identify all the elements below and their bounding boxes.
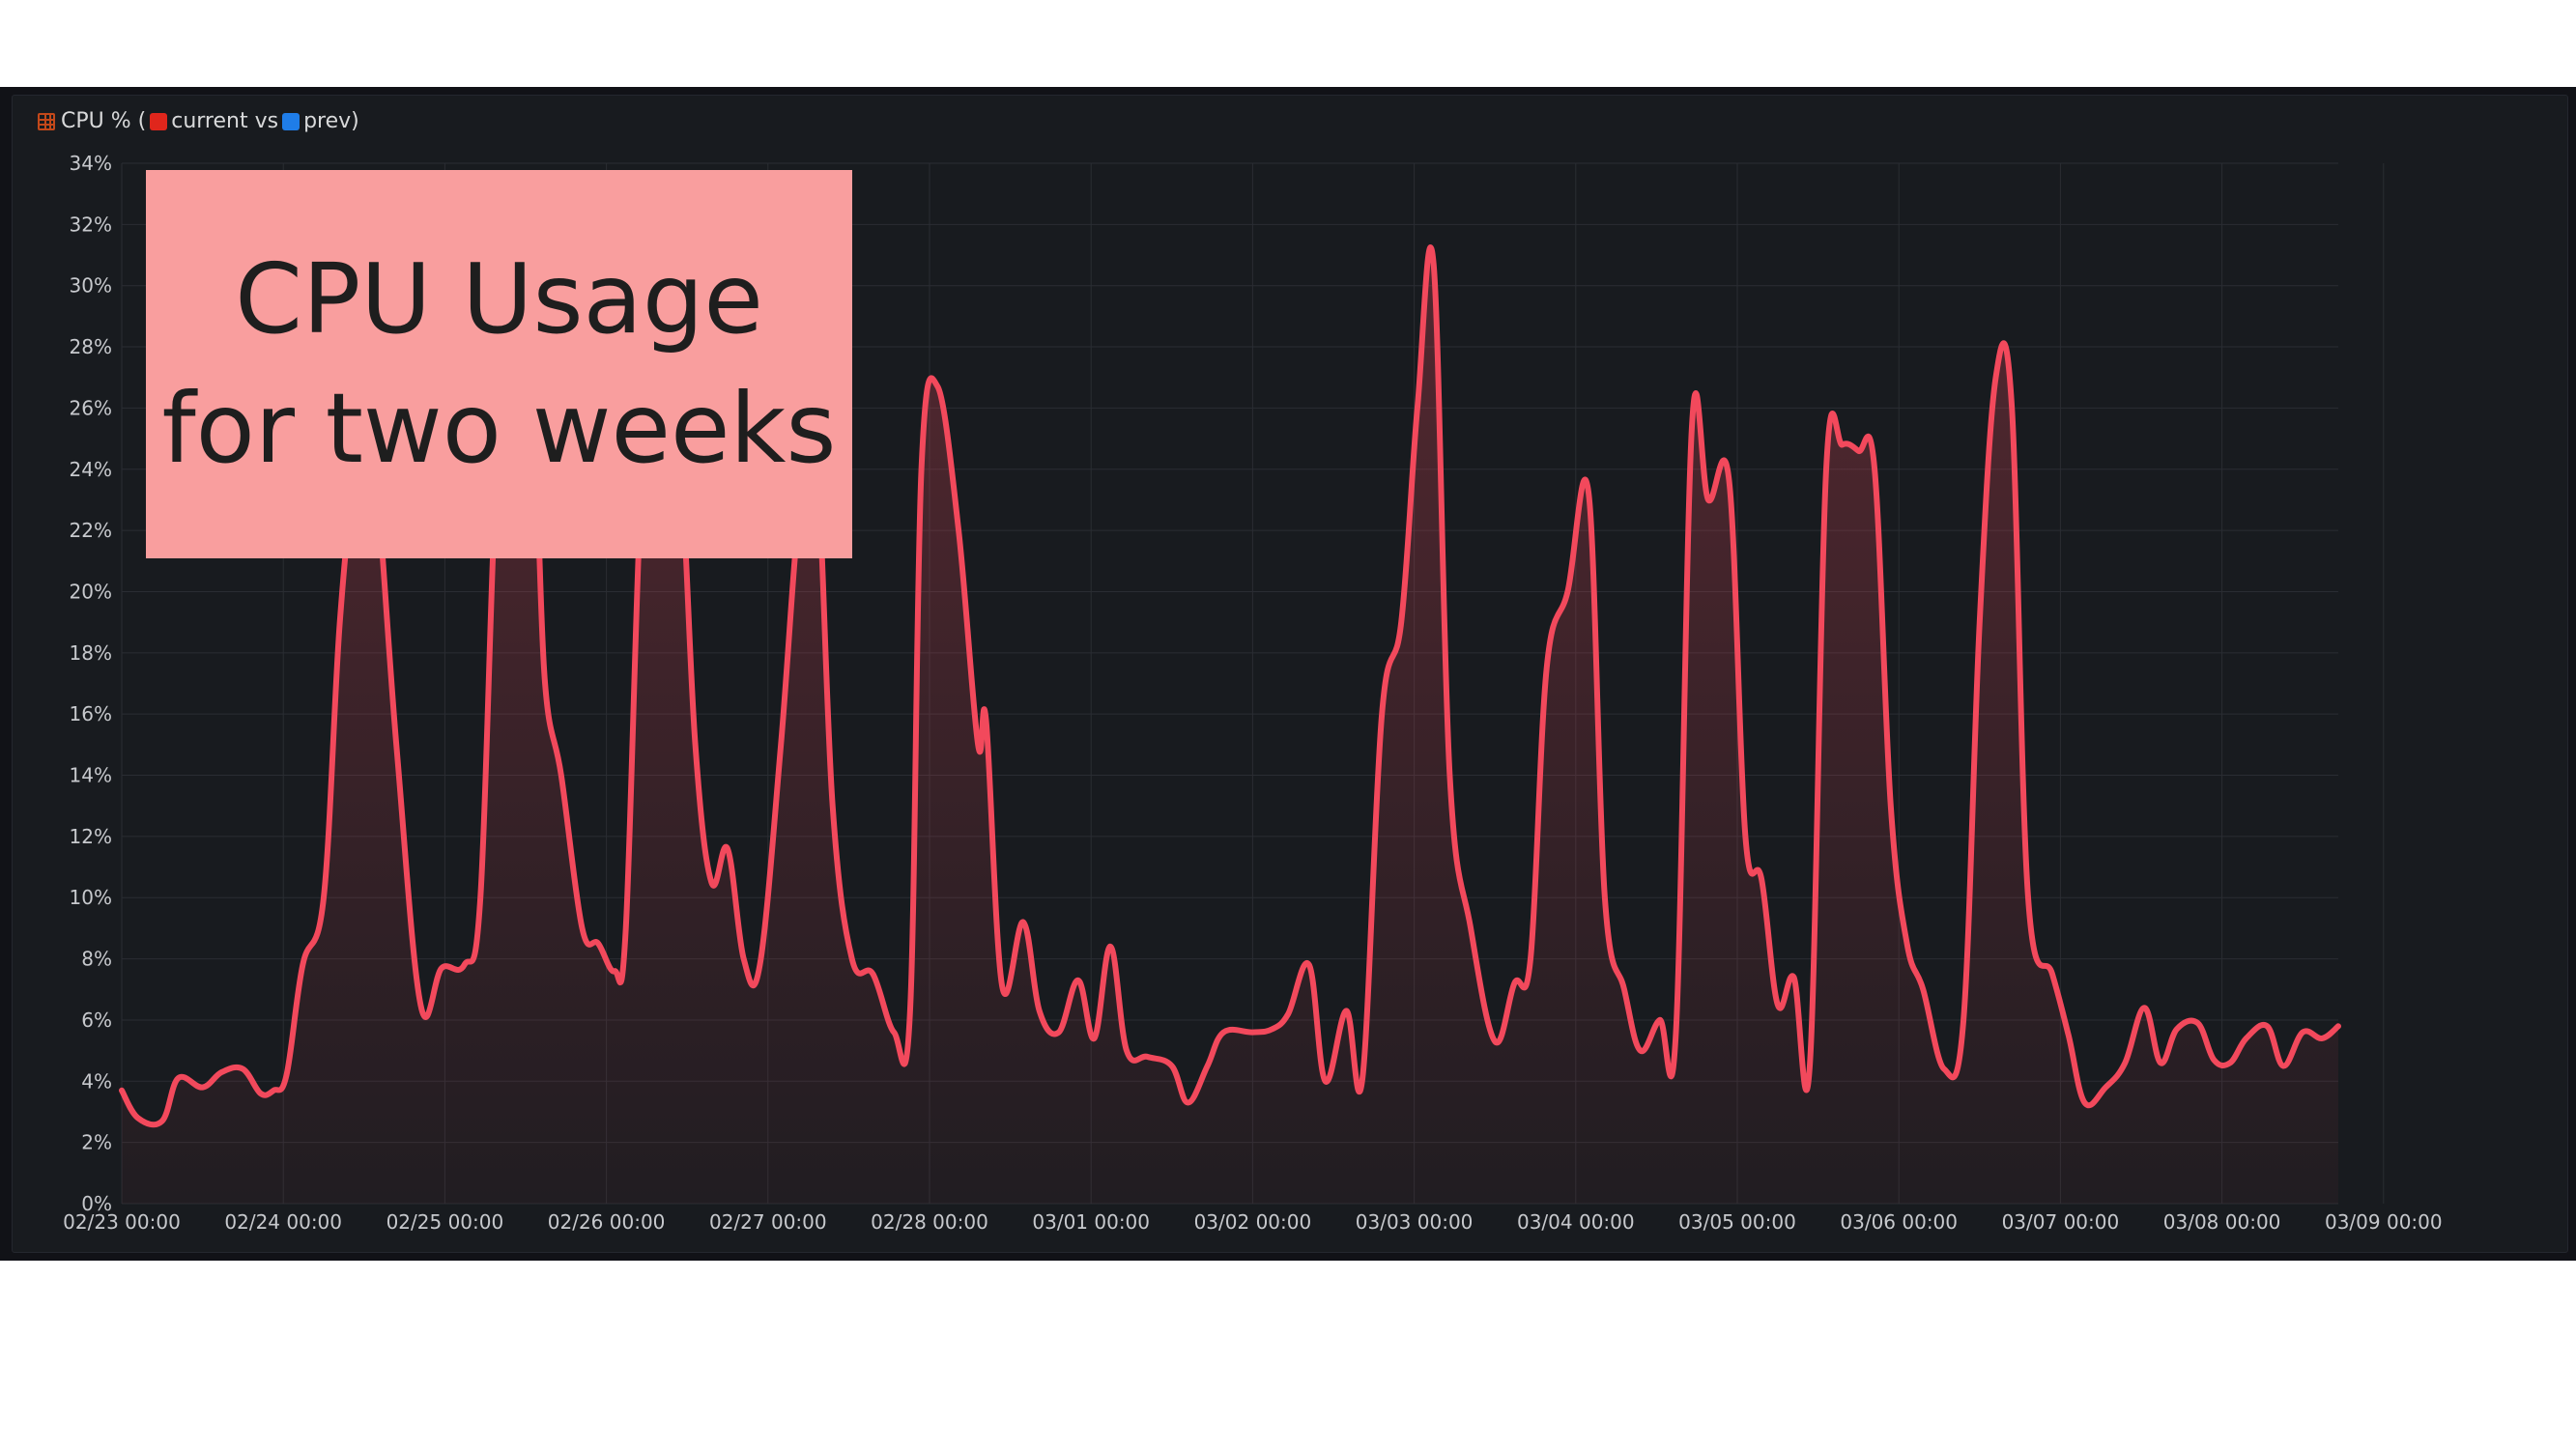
y-tick-label: 18% [70, 641, 112, 665]
overlay-caption-line-2: for two weeks [161, 372, 837, 485]
y-tick-label: 6% [81, 1009, 112, 1032]
y-tick-label: 26% [70, 396, 112, 419]
panel-title[interactable]: CPU % ( current vs prev) [38, 109, 359, 133]
x-tick-label: 03/03 00:00 [1356, 1210, 1474, 1234]
panel-title-current: current vs [171, 109, 279, 133]
y-tick-label: 20% [70, 580, 112, 603]
y-tick-label: 28% [70, 335, 112, 358]
y-tick-label: 10% [70, 886, 112, 909]
overlay-caption-box: CPU Usage for two weeks [146, 170, 852, 558]
current-color-swatch-icon [150, 112, 168, 130]
x-tick-label: 03/05 00:00 [1678, 1210, 1796, 1234]
y-tick-label: 32% [70, 213, 112, 236]
x-tick-label: 02/28 00:00 [871, 1210, 988, 1234]
y-tick-label: 0% [81, 1192, 112, 1215]
x-tick-label: 03/09 00:00 [2325, 1210, 2443, 1234]
y-tick-label: 8% [81, 948, 112, 971]
x-tick-label: 03/01 00:00 [1032, 1210, 1150, 1234]
y-tick-label: 12% [70, 825, 112, 848]
x-tick-label: 02/24 00:00 [224, 1210, 342, 1234]
y-tick-label: 4% [81, 1069, 112, 1093]
y-tick-label: 24% [70, 458, 112, 481]
y-tick-label: 2% [81, 1131, 112, 1154]
overlay-caption-line-1: CPU Usage [235, 242, 763, 355]
table-icon [38, 112, 55, 130]
panel-title-prev: prev) [303, 109, 359, 133]
panel-title-prefix: CPU % ( [61, 109, 147, 133]
x-tick-label: 03/02 00:00 [1194, 1210, 1312, 1234]
x-tick-label: 03/08 00:00 [2163, 1210, 2281, 1234]
y-tick-label: 22% [70, 519, 112, 542]
x-tick-label: 03/07 00:00 [2002, 1210, 2120, 1234]
prev-color-swatch-icon [282, 112, 301, 130]
x-tick-label: 03/04 00:00 [1517, 1210, 1635, 1234]
x-tick-label: 03/06 00:00 [1840, 1210, 1958, 1234]
x-tick-label: 02/25 00:00 [386, 1210, 504, 1234]
y-tick-label: 16% [70, 702, 112, 725]
y-tick-label: 34% [70, 152, 112, 175]
y-tick-label: 30% [70, 274, 112, 298]
x-tick-label: 02/27 00:00 [709, 1210, 827, 1234]
x-tick-label: 02/23 00:00 [63, 1210, 181, 1234]
y-tick-label: 14% [70, 764, 112, 787]
x-tick-label: 02/26 00:00 [548, 1210, 666, 1234]
